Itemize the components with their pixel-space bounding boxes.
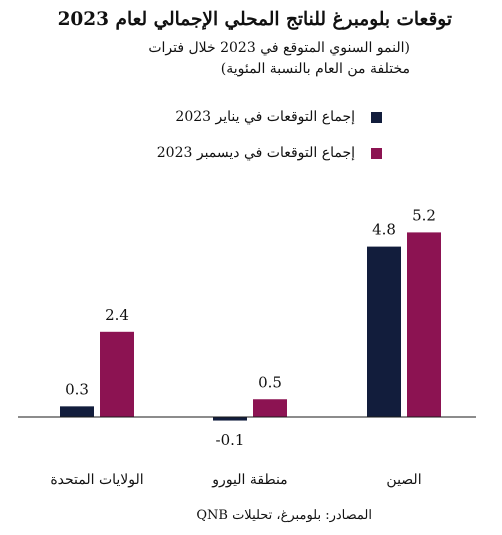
bar-united-states-december bbox=[100, 331, 134, 417]
value-label-united-states-december: 2.4 bbox=[105, 306, 129, 324]
category-label-eurozone: منطقة اليورو bbox=[211, 472, 287, 488]
value-label-united-states-january: 0.3 bbox=[65, 380, 89, 398]
legend-label-january: إجماع التوقعات في يناير 2023 bbox=[175, 109, 355, 125]
subtitle-line-1: (النمو السنوي المتوقع في 2023 خلال فترات bbox=[148, 40, 410, 56]
legend-item-january: إجماع التوقعات في يناير 2023 bbox=[82, 105, 382, 129]
legend-swatch-december bbox=[371, 147, 382, 159]
legend-item-december: إجماع التوقعات في ديسمبر 2023 bbox=[82, 141, 382, 165]
value-label-china-january: 4.8 bbox=[372, 221, 396, 239]
value-label-eurozone-january: -0.1 bbox=[216, 431, 245, 449]
legend-label-december: إجماع التوقعات في ديسمبر 2023 bbox=[156, 145, 355, 161]
bar-united-states-january bbox=[60, 406, 94, 417]
bar-china-january bbox=[367, 246, 401, 417]
bar-eurozone-december bbox=[253, 399, 287, 417]
source-note: المصادر: بلومبرغ، تحليلات QNB bbox=[196, 508, 372, 523]
chart-subtitle: (النمو السنوي المتوقع في 2023 خلال فترات… bbox=[10, 38, 410, 80]
legend-swatch-january bbox=[371, 111, 382, 123]
value-label-eurozone-december: 0.5 bbox=[258, 373, 282, 391]
chart-legend: إجماع التوقعات في يناير 2023 إجماع التوق… bbox=[82, 105, 382, 177]
subtitle-line-2: مختلفة من العام بالنسبة المئوية) bbox=[220, 61, 410, 77]
value-label-china-december: 5.2 bbox=[412, 206, 436, 224]
bar-china-december bbox=[407, 232, 441, 417]
chart-title: توقعات بلومبرغ للناتج المحلي الإجمالي لع… bbox=[57, 9, 452, 30]
category-label-united-states: الولايات المتحدة bbox=[50, 472, 143, 488]
bar-eurozone-january bbox=[213, 417, 247, 421]
category-label-china: الصين bbox=[386, 472, 421, 488]
